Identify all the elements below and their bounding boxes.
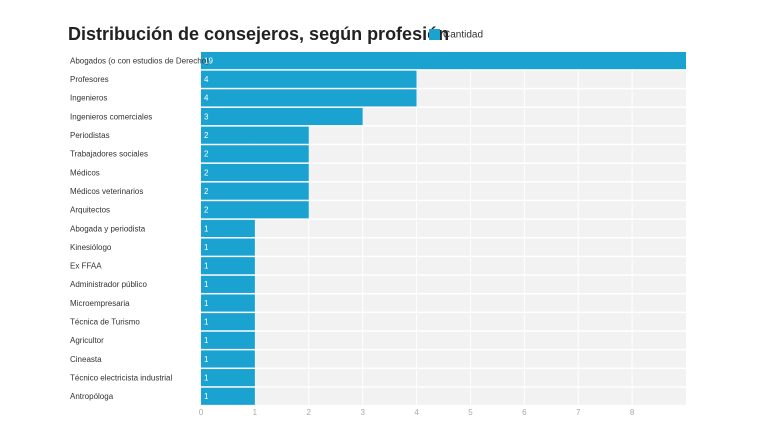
x-tick-label: 0 bbox=[199, 408, 204, 417]
row-band bbox=[201, 219, 686, 237]
value-label: 1 bbox=[204, 224, 209, 233]
bar bbox=[201, 201, 309, 219]
row-band bbox=[201, 182, 686, 200]
x-tick-label: 3 bbox=[360, 408, 365, 417]
y-tick-label: Ingenieros bbox=[70, 94, 107, 103]
value-label: 1 bbox=[204, 336, 209, 345]
row-band bbox=[201, 145, 686, 163]
y-tick-label: Microempresaria bbox=[70, 299, 130, 308]
y-tick-label: Abogada y periodista bbox=[70, 224, 146, 233]
y-tick-label: Ingenieros comerciales bbox=[70, 112, 152, 121]
bar bbox=[201, 369, 255, 387]
y-tick-label: Administrador público bbox=[70, 280, 147, 289]
value-label: 1 bbox=[204, 318, 209, 327]
bar bbox=[201, 70, 417, 88]
x-tick-label: 1 bbox=[253, 408, 258, 417]
bar bbox=[201, 257, 255, 275]
row-band bbox=[201, 331, 686, 349]
y-tick-label: Médicos veterinarios bbox=[70, 187, 143, 196]
x-tick-label: 8 bbox=[630, 408, 635, 417]
x-tick-label: 7 bbox=[576, 408, 581, 417]
value-label: 3 bbox=[204, 112, 209, 121]
bar bbox=[201, 107, 363, 126]
row-band bbox=[201, 313, 686, 331]
bar bbox=[201, 52, 686, 70]
y-tick-label: Técnica de Turismo bbox=[70, 318, 140, 327]
y-tick-label: Kinesiólogo bbox=[70, 243, 112, 252]
value-label: 1 bbox=[204, 355, 209, 364]
y-tick-label: Cineasta bbox=[70, 355, 102, 364]
value-label: 2 bbox=[204, 206, 209, 215]
value-label: 1 bbox=[204, 392, 209, 401]
row-band bbox=[201, 126, 686, 144]
y-tick-label: Médicos bbox=[70, 168, 100, 177]
row-band bbox=[201, 350, 686, 368]
value-label: 1 bbox=[204, 373, 209, 382]
y-tick-label: Trabajadores sociales bbox=[70, 150, 148, 159]
row-band bbox=[201, 369, 686, 387]
value-label: 1 bbox=[204, 280, 209, 289]
value-label: 1 bbox=[204, 243, 209, 252]
bar bbox=[201, 331, 255, 349]
legend-label: Cantidad bbox=[443, 30, 483, 41]
row-band bbox=[201, 387, 686, 405]
value-label: 2 bbox=[204, 168, 209, 177]
bar bbox=[201, 219, 255, 237]
bar bbox=[201, 238, 255, 256]
bar bbox=[201, 126, 309, 144]
value-label: 19 bbox=[204, 56, 213, 65]
bar bbox=[201, 89, 417, 107]
value-label: 2 bbox=[204, 131, 209, 140]
y-tick-label: Abogados (o con estudios de Derecho) bbox=[70, 56, 209, 65]
bar bbox=[201, 275, 255, 293]
x-tick-label: 4 bbox=[414, 408, 419, 417]
bar bbox=[201, 294, 255, 312]
row-band bbox=[201, 275, 686, 293]
bands bbox=[200, 52, 686, 407]
value-label: 2 bbox=[204, 150, 209, 159]
x-tick-label: 5 bbox=[468, 408, 473, 417]
chart-title: Distribución de consejeros, según profes… bbox=[68, 24, 449, 44]
y-tick-label: Periodistas bbox=[70, 131, 110, 140]
row-band bbox=[201, 294, 686, 312]
bars bbox=[201, 52, 686, 405]
bar bbox=[201, 387, 255, 405]
row-band bbox=[201, 201, 686, 219]
value-label: 2 bbox=[204, 187, 209, 196]
y-tick-label: Profesores bbox=[70, 75, 109, 84]
bar bbox=[201, 163, 309, 182]
row-band bbox=[201, 238, 686, 256]
y-tick-label: Agricultor bbox=[70, 336, 104, 345]
legend-swatch bbox=[429, 29, 440, 40]
row-band bbox=[201, 257, 686, 275]
x-tick-label: 2 bbox=[307, 408, 312, 417]
y-tick-label: Arquitectos bbox=[70, 206, 110, 215]
bar bbox=[201, 182, 309, 200]
bar bbox=[201, 350, 255, 368]
value-label: 4 bbox=[204, 75, 209, 84]
y-tick-label: Antropóloga bbox=[70, 392, 114, 401]
y-tick-label: Técnico electricista industrial bbox=[70, 373, 172, 382]
y-tick-label: Ex FFAA bbox=[70, 262, 102, 271]
value-label: 1 bbox=[204, 299, 209, 308]
bar bbox=[201, 313, 255, 331]
value-label: 1 bbox=[204, 262, 209, 271]
row-band bbox=[201, 163, 686, 182]
value-label: 4 bbox=[204, 94, 209, 103]
bar bbox=[201, 145, 309, 163]
x-tick-label: 6 bbox=[522, 408, 527, 417]
